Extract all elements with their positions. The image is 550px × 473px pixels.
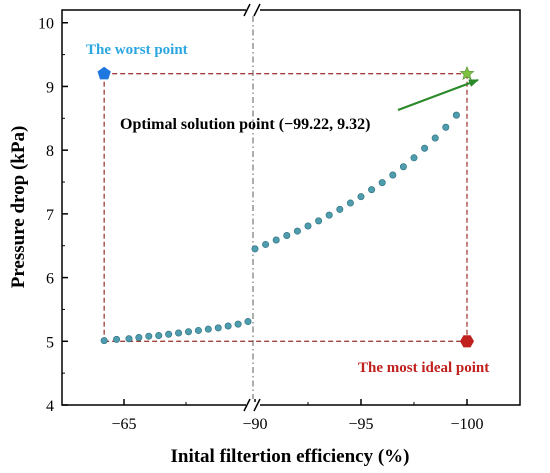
data-point bbox=[135, 333, 143, 341]
data-point bbox=[283, 232, 291, 240]
data-point bbox=[175, 329, 183, 337]
worst-point-marker bbox=[97, 66, 111, 80]
x-tick-label: −100 bbox=[450, 416, 483, 433]
ideal-point-label: The most ideal point bbox=[358, 360, 489, 376]
x-tick-label: −65 bbox=[111, 416, 136, 433]
data-point bbox=[165, 330, 173, 338]
data-point bbox=[346, 199, 354, 207]
data-point bbox=[234, 320, 242, 328]
y-tick-label: 6 bbox=[46, 271, 54, 288]
y-axis-label: Pressure drop (kPa) bbox=[8, 126, 29, 289]
data-point bbox=[145, 332, 153, 340]
data-point bbox=[272, 236, 280, 244]
data-point bbox=[325, 211, 333, 219]
y-axis: 4 5 6 7 8 9 10 bbox=[38, 16, 68, 415]
data-point bbox=[357, 193, 365, 201]
data-point bbox=[113, 335, 121, 343]
x-tick-label: −90 bbox=[242, 416, 267, 433]
data-point bbox=[336, 205, 344, 213]
data-point bbox=[315, 217, 323, 225]
y-tick-label: 5 bbox=[46, 334, 54, 351]
data-point bbox=[184, 328, 192, 336]
data-point bbox=[293, 227, 301, 235]
data-point bbox=[399, 163, 407, 171]
axis-break-mark bbox=[243, 398, 251, 412]
axis-break-mark bbox=[253, 3, 261, 17]
optimal-point-marker bbox=[459, 65, 475, 81]
scatter-series bbox=[100, 70, 471, 345]
data-point bbox=[442, 123, 450, 131]
data-point bbox=[204, 325, 212, 333]
optimal-point-label: Optimal solution point (−99.22, 9.32) bbox=[120, 116, 370, 133]
x-axis-label: Inital filtertion efficiency (%) bbox=[170, 446, 409, 467]
data-point bbox=[378, 179, 386, 187]
y-tick-label: 8 bbox=[46, 143, 54, 160]
data-point bbox=[251, 245, 259, 253]
data-point bbox=[214, 324, 222, 332]
data-point bbox=[368, 186, 376, 194]
y-tick-label: 7 bbox=[46, 207, 54, 224]
data-point bbox=[155, 332, 163, 340]
y-tick-label: 10 bbox=[38, 16, 54, 33]
data-point bbox=[125, 335, 133, 343]
data-point bbox=[100, 337, 108, 345]
axis-break-mark bbox=[253, 398, 261, 412]
data-point bbox=[431, 134, 439, 142]
plot-frame bbox=[61, 9, 521, 406]
axis-break-gap bbox=[246, 7, 260, 13]
reference-lines bbox=[103, 73, 468, 342]
axis-break-gap bbox=[246, 402, 260, 408]
data-point bbox=[224, 322, 232, 330]
data-point bbox=[194, 326, 202, 334]
worst-point-label: The worst point bbox=[86, 42, 188, 58]
data-point bbox=[421, 144, 429, 152]
x-axis: −65 −90 −95 −100 bbox=[61, 3, 521, 433]
data-point bbox=[244, 318, 252, 326]
data-point bbox=[262, 240, 270, 248]
data-point bbox=[389, 171, 397, 179]
special-points bbox=[97, 65, 475, 348]
optimal-arrow bbox=[397, 78, 479, 112]
y-tick-label: 9 bbox=[46, 79, 54, 96]
ideal-point-marker bbox=[460, 335, 474, 348]
data-point bbox=[452, 111, 460, 119]
data-point bbox=[304, 222, 312, 230]
y-tick-label: 4 bbox=[46, 398, 54, 415]
axis-break-mark bbox=[243, 3, 251, 17]
x-tick-label: −95 bbox=[348, 416, 373, 433]
data-point bbox=[410, 154, 418, 162]
